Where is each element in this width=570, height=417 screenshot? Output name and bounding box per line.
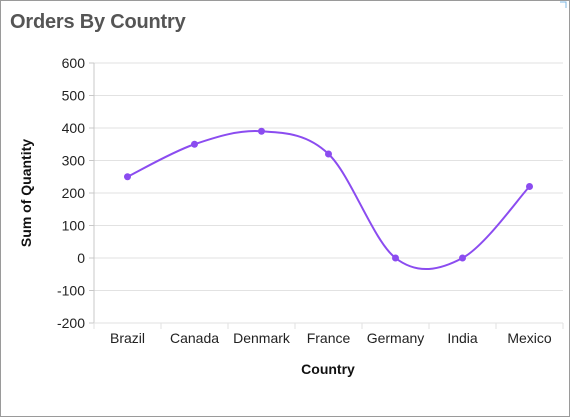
x-tick-label: Germany [367, 330, 425, 346]
x-tick-label: Mexico [507, 330, 552, 346]
y-axis-title: Sum of Quantity [18, 139, 34, 247]
y-tick-label: 300 [62, 153, 86, 169]
y-tick-label: 100 [62, 218, 86, 234]
data-point [325, 150, 332, 158]
x-axis-title: Country [301, 361, 355, 377]
y-tick-label: -200 [57, 315, 85, 331]
x-tick-label: Brazil [110, 330, 145, 346]
y-tick-label: -100 [57, 283, 85, 299]
data-point [526, 183, 533, 190]
y-tick-labels: 600 500 400 300 200 100 0 -100 -200 [57, 55, 85, 331]
y-tick-label: 200 [62, 185, 86, 201]
y-tick-label: 400 [62, 120, 86, 136]
data-point [392, 254, 399, 262]
data-point [258, 127, 265, 135]
x-tick-label: France [307, 330, 351, 346]
series [124, 127, 533, 271]
data-point [459, 254, 466, 262]
y-tick-label: 500 [62, 88, 86, 104]
data-point [124, 173, 131, 181]
y-tick-label: 0 [77, 250, 85, 266]
x-tick-label: Denmark [233, 330, 291, 346]
expand-icon[interactable] [559, 1, 567, 9]
chart-title: Orders By Country [10, 11, 186, 33]
x-tick-labels: Brazil Canada Denmark France Germany India Mex… [110, 330, 552, 346]
gridlines [94, 62, 563, 324]
x-tick-label: Canada [170, 330, 219, 346]
y-tick-label: 600 [62, 55, 86, 71]
x-tick-label: India [447, 330, 478, 346]
data-point [191, 140, 198, 148]
axes [89, 62, 564, 329]
